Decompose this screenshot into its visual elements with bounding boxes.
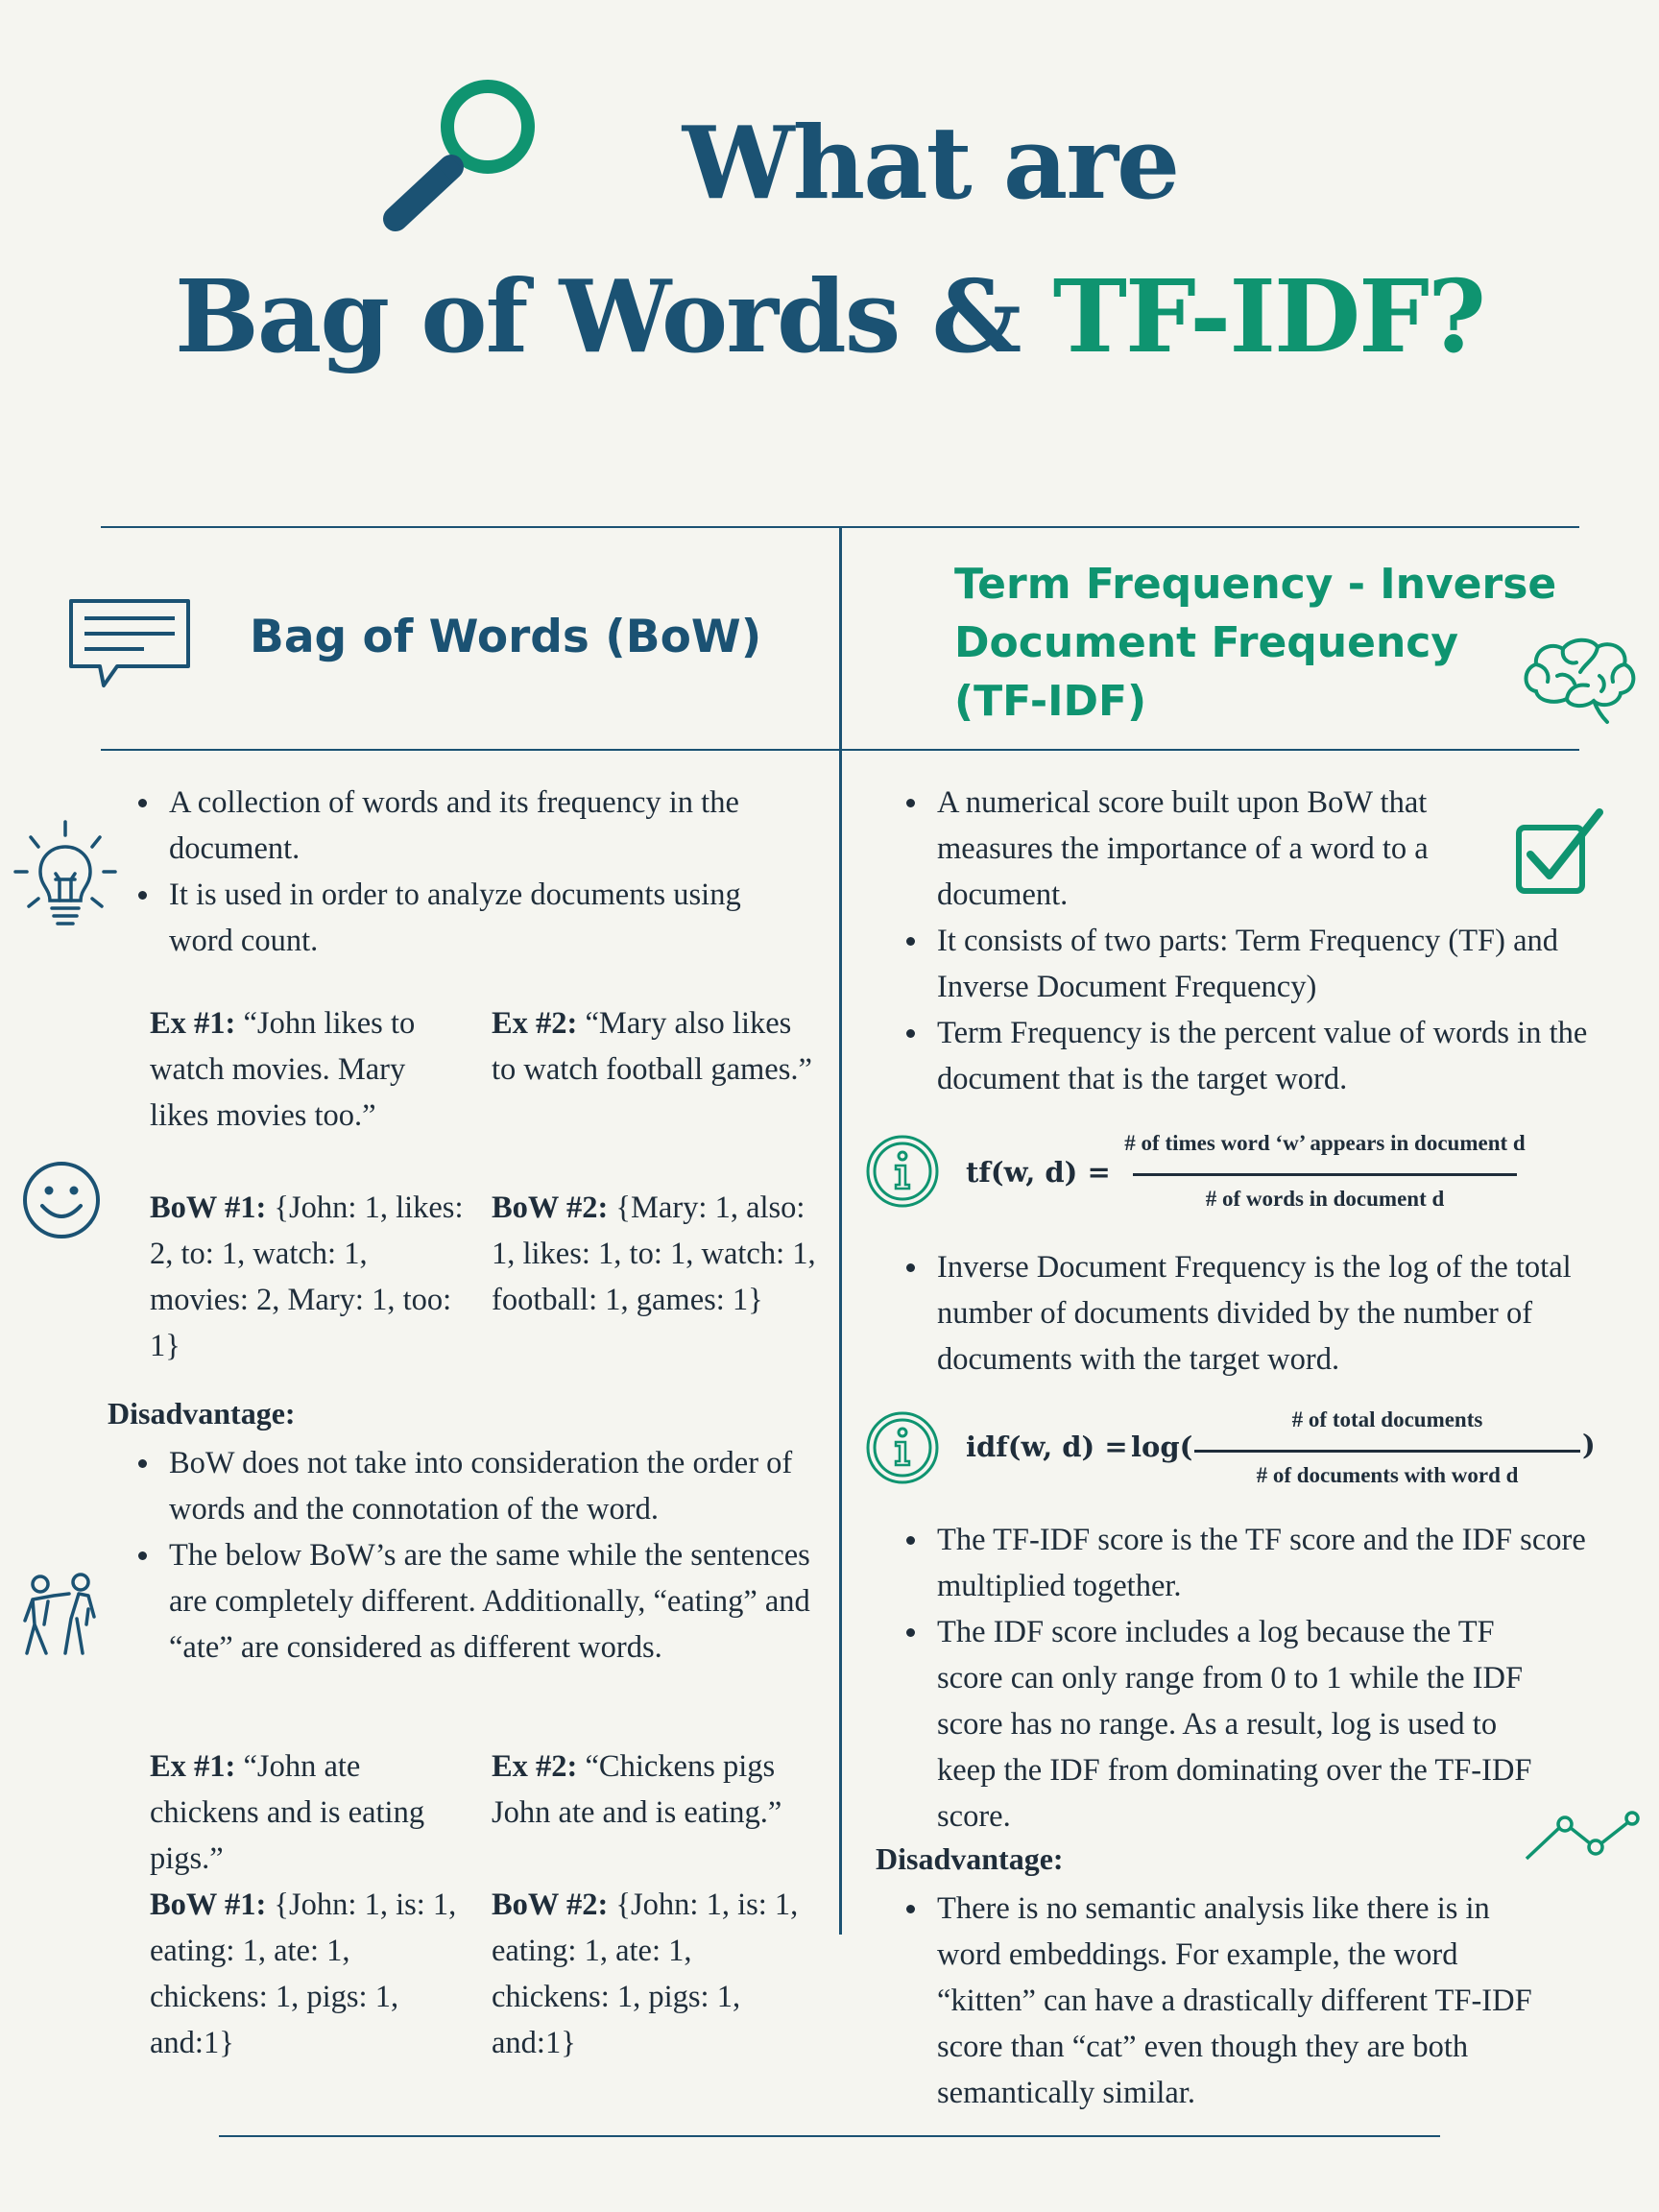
bow-result-4: BoW #2: {John: 1, is: 1, eating: 1, ate:… bbox=[492, 1882, 799, 2066]
list-item: BoW does not take into consideration the… bbox=[134, 1440, 816, 1532]
bow-disadvantage-bullets: BoW does not take into consideration the… bbox=[134, 1440, 816, 1671]
chat-bubble-icon bbox=[69, 599, 190, 687]
bow-text: {John: 1, likes: 2, to: 1, watch: 1, mov… bbox=[150, 1190, 464, 1363]
list-item: A numerical score built upon BoW that me… bbox=[902, 780, 1594, 918]
tf-formula-lhs: tf(w, d) = bbox=[966, 1156, 1111, 1189]
lightbulb-icon bbox=[13, 820, 117, 926]
bow-label: BoW #1: bbox=[150, 1887, 267, 1922]
tf-formula-numerator: # of times word ‘w’ appears in document … bbox=[1124, 1131, 1526, 1155]
tfidf-bullets: A numerical score built upon BoW that me… bbox=[902, 780, 1594, 1102]
bow-bullets: A collection of words and its frequency … bbox=[134, 780, 806, 964]
bow-heading: Bag of Words (BoW) bbox=[250, 611, 762, 663]
list-item-text: A numerical score built upon BoW that me… bbox=[937, 785, 1429, 912]
bow-text: {Mary: 1, also: 1, likes: 1, to: 1, watc… bbox=[492, 1190, 816, 1317]
page-title-line-2: Bag of Words & TF-IDF? bbox=[0, 257, 1659, 375]
tfidf-heading: Term Frequency - Inverse Document Freque… bbox=[954, 555, 1588, 731]
example-text: “Mary also likes to watch football games… bbox=[492, 1006, 812, 1087]
trend-line-icon bbox=[1525, 1811, 1640, 1861]
checkbox-icon bbox=[1516, 808, 1603, 894]
people-icon bbox=[23, 1573, 96, 1655]
bow-text: {John: 1, is: 1, eating: 1, ate: 1, chic… bbox=[150, 1887, 457, 2060]
idf-formula-lhs: idf(w, d) = bbox=[966, 1431, 1128, 1463]
list-item: The IDF score includes a log because the… bbox=[902, 1609, 1594, 1839]
list-item: There is no semantic analysis like there… bbox=[902, 1886, 1594, 2116]
bow-example-3: Ex #1: “John ate chickens and is eating … bbox=[150, 1743, 467, 1882]
tfidf-heading-line2: Document Frequency bbox=[954, 618, 1459, 667]
list-item-text: The IDF score includes a log because the… bbox=[937, 1615, 1532, 1834]
example-text: “John likes to watch movies. Mary likes … bbox=[150, 1006, 416, 1133]
tfidf-disadvantage-bullets: There is no semantic analysis like there… bbox=[902, 1886, 1594, 2116]
example-text: “John ate chickens and is eating pigs.” bbox=[150, 1749, 425, 1876]
list-item-text: There is no semantic analysis like there… bbox=[937, 1891, 1532, 2110]
example-label: Ex #1: bbox=[150, 1006, 236, 1041]
example-label: Ex #2: bbox=[492, 1749, 578, 1784]
info-icon bbox=[866, 1135, 939, 1208]
column-divider bbox=[839, 528, 842, 1935]
bow-disadvantage-label: Disadvantage: bbox=[108, 1396, 296, 1431]
bow-result-1: BoW #1: {John: 1, likes: 2, to: 1, watch… bbox=[150, 1185, 467, 1369]
top-divider bbox=[101, 526, 1579, 528]
bow-label: BoW #1: bbox=[150, 1190, 267, 1225]
list-item: Inverse Document Frequency is the log of… bbox=[902, 1244, 1594, 1382]
list-item: It consists of two parts: Term Frequency… bbox=[902, 918, 1594, 1010]
example-label: Ex #1: bbox=[150, 1749, 236, 1784]
idf-formula-numerator: # of total documents bbox=[1291, 1407, 1483, 1431]
list-item: The below BoW’s are the same while the s… bbox=[134, 1532, 816, 1671]
list-item: It is used in order to analyze documents… bbox=[134, 872, 806, 964]
tfidf-heading-line3: (TF-IDF) bbox=[954, 677, 1147, 726]
tfidf-bullets-2: The TF-IDF score is the TF score and the… bbox=[902, 1517, 1594, 1839]
bow-result-3: BoW #1: {John: 1, is: 1, eating: 1, ate:… bbox=[150, 1882, 457, 2066]
bottom-divider bbox=[219, 2135, 1440, 2137]
bow-example-4: Ex #2: “Chickens pigs John ate and is ea… bbox=[492, 1743, 818, 1836]
info-icon bbox=[866, 1411, 939, 1484]
list-item: The TF-IDF score is the TF score and the… bbox=[902, 1517, 1594, 1609]
idf-formula-bar bbox=[1194, 1450, 1580, 1453]
idf-bullet: Inverse Document Frequency is the log of… bbox=[902, 1244, 1594, 1382]
bow-label: BoW #2: bbox=[492, 1887, 609, 1922]
bow-text: {John: 1, is: 1, eating: 1, ate: 1, chic… bbox=[492, 1887, 799, 2060]
title-main: Bag of Words & bbox=[175, 257, 1053, 375]
bow-label: BoW #2: bbox=[492, 1190, 609, 1225]
tfidf-disadvantage-label: Disadvantage: bbox=[876, 1841, 1064, 1876]
list-item: A collection of words and its frequency … bbox=[134, 780, 806, 872]
example-label: Ex #2: bbox=[492, 1006, 578, 1041]
title-accent: TF-IDF? bbox=[1052, 257, 1486, 375]
idf-formula-denominator: # of documents with word d bbox=[1256, 1463, 1519, 1487]
magnifier-icon bbox=[383, 80, 535, 231]
list-item: Term Frequency is the percent value of w… bbox=[902, 1010, 1594, 1102]
bow-example-2: Ex #2: “Mary also likes to watch footbal… bbox=[492, 1000, 818, 1093]
bow-result-2: BoW #2: {Mary: 1, also: 1, likes: 1, to:… bbox=[492, 1185, 818, 1323]
brain-icon bbox=[1524, 637, 1636, 724]
tf-formula-bar bbox=[1133, 1173, 1517, 1176]
page-title-line-1: What are bbox=[682, 104, 1180, 222]
bow-example-1: Ex #1: “John likes to watch movies. Mary… bbox=[150, 1000, 467, 1139]
smiley-icon bbox=[23, 1162, 100, 1238]
idf-formula-close: ) bbox=[1582, 1429, 1596, 1461]
idf-formula-log: log( bbox=[1131, 1431, 1193, 1463]
tfidf-heading-line1: Term Frequency - Inverse bbox=[954, 560, 1557, 609]
tf-formula-denominator: # of words in document d bbox=[1205, 1187, 1445, 1211]
example-text: “Chickens pigs John ate and is eating.” bbox=[492, 1749, 782, 1830]
